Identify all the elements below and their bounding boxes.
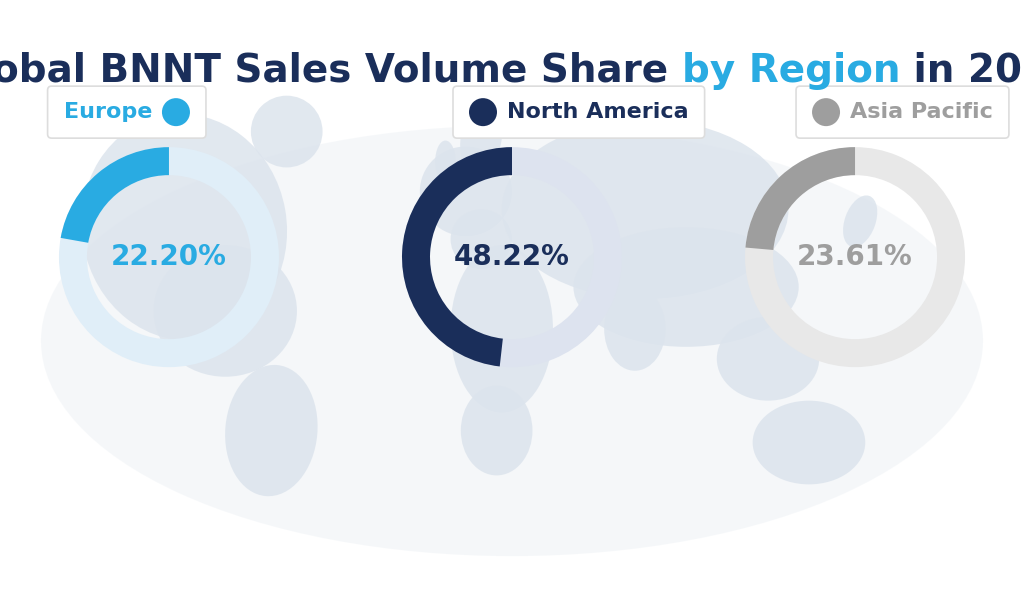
Ellipse shape — [604, 287, 666, 371]
Circle shape — [162, 98, 190, 126]
Wedge shape — [745, 147, 855, 250]
Ellipse shape — [502, 120, 788, 299]
Wedge shape — [59, 147, 279, 367]
Ellipse shape — [41, 126, 983, 556]
Ellipse shape — [451, 245, 553, 413]
Ellipse shape — [451, 209, 512, 269]
Ellipse shape — [82, 114, 287, 340]
FancyBboxPatch shape — [453, 86, 705, 138]
Text: 22.20%: 22.20% — [111, 243, 227, 271]
Ellipse shape — [843, 196, 878, 247]
Text: Global BNNT Sales Volume Share: Global BNNT Sales Volume Share — [0, 52, 682, 90]
Text: 23.61%: 23.61% — [797, 243, 913, 271]
Ellipse shape — [435, 141, 456, 182]
Ellipse shape — [420, 147, 512, 236]
Circle shape — [469, 98, 497, 126]
Wedge shape — [60, 147, 169, 243]
FancyBboxPatch shape — [796, 86, 1009, 138]
FancyBboxPatch shape — [47, 86, 206, 138]
Text: North America: North America — [507, 102, 688, 122]
Text: in 2024: in 2024 — [900, 52, 1024, 90]
Text: by Region: by Region — [682, 52, 900, 90]
Ellipse shape — [460, 102, 503, 173]
Text: 48.22%: 48.22% — [454, 243, 570, 271]
Wedge shape — [745, 147, 965, 367]
Ellipse shape — [573, 227, 799, 347]
Wedge shape — [402, 147, 512, 367]
Ellipse shape — [461, 386, 532, 475]
Ellipse shape — [753, 401, 865, 484]
Ellipse shape — [154, 245, 297, 377]
Ellipse shape — [717, 317, 819, 401]
Wedge shape — [402, 147, 622, 367]
Circle shape — [812, 98, 840, 126]
Text: Europe: Europe — [63, 102, 152, 122]
Text: Asia Pacific: Asia Pacific — [850, 102, 993, 122]
Ellipse shape — [225, 365, 317, 496]
Ellipse shape — [251, 96, 323, 167]
